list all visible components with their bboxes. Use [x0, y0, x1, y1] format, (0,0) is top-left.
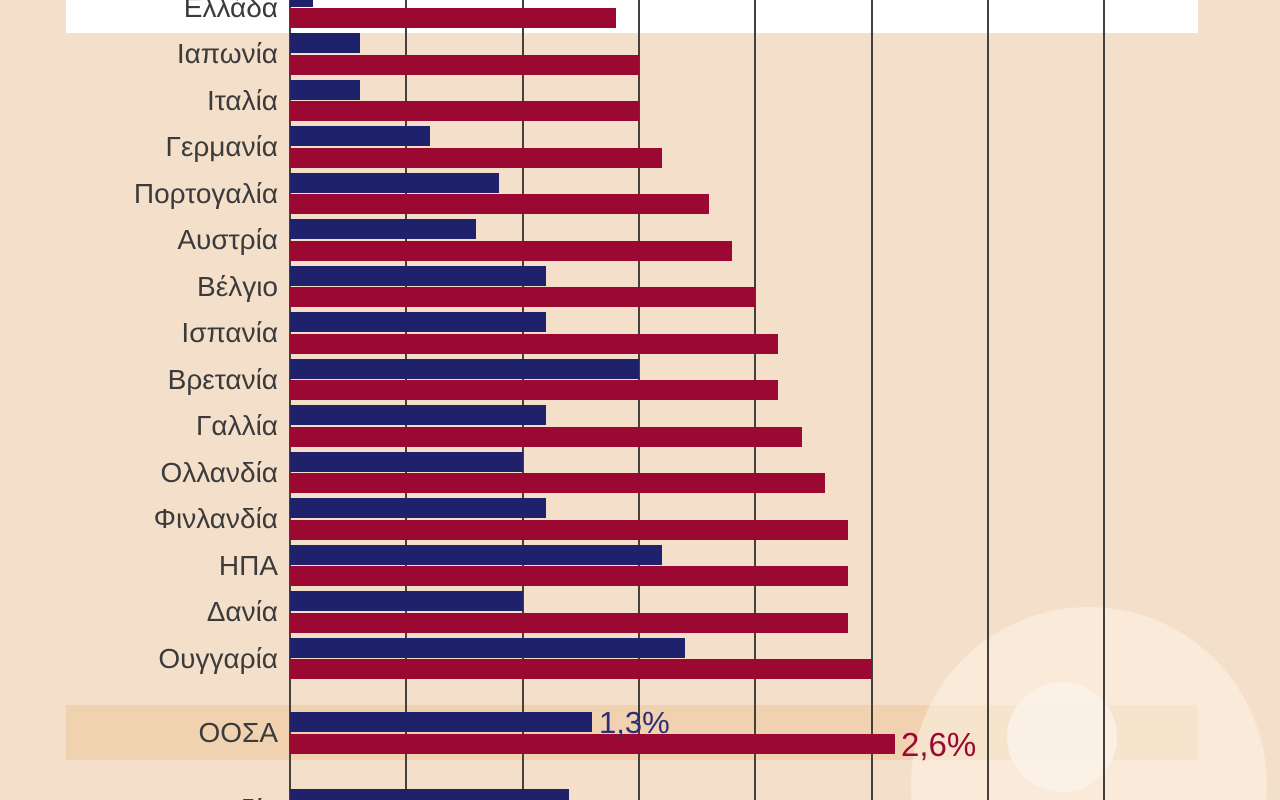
navy-bar-17: [290, 789, 569, 800]
red-bar-14: [290, 612, 848, 633]
gridline-1.5pct: [637, 0, 640, 800]
red-bar-3: [290, 101, 639, 121]
row-label-1: Ελλάδα: [183, 0, 278, 23]
navy-bar-15: [290, 637, 685, 658]
row-label-17: Σουηδία: [18, 793, 278, 800]
gridline-0.5pct: [405, 0, 408, 800]
gridline-1.0pct: [521, 0, 524, 800]
row-label-15: Ουγγαρία: [158, 642, 278, 674]
glow-circle-small: [1007, 682, 1117, 792]
navy-bar-8: [290, 312, 546, 332]
red-bar-8: [290, 333, 778, 354]
red-bar-9: [290, 380, 778, 400]
row-label-16: ΟΟΣΑ: [198, 717, 278, 748]
red-bar-11: [290, 473, 825, 493]
red-bar-12: [290, 519, 848, 540]
row-label-11: Ολλανδία: [160, 456, 278, 488]
oecd-navy-value-label: 1,3%: [599, 705, 670, 740]
red-bar-7: [290, 287, 755, 307]
navy-bar-6: [290, 219, 476, 239]
greece-highlight-band: [66, 0, 1198, 33]
navy-bar-1: [290, 0, 313, 7]
red-bar-2: [290, 54, 639, 75]
row-label-4: Γερμανία: [165, 131, 278, 162]
row-label-2: Ιαπωνία: [176, 38, 278, 69]
gridline-3.0pct: [986, 0, 989, 800]
red-bar-13: [290, 566, 848, 586]
gridline-3.5pct: [1103, 0, 1106, 800]
gridline-2.5pct: [870, 0, 873, 800]
navy-bar-14: [290, 591, 523, 611]
navy-bar-13: [290, 544, 662, 565]
row-label-6: Αυστρία: [177, 224, 278, 255]
red-bar-1: [290, 8, 616, 28]
row-label-14: Δανία: [206, 596, 278, 627]
navy-bar-10: [290, 405, 546, 425]
red-bar-16: [290, 734, 895, 754]
navy-bar-5: [290, 172, 499, 193]
red-bar-15: [290, 659, 872, 679]
row-label-3: Ιταλία: [206, 84, 278, 116]
row-label-8: Ισπανία: [181, 317, 278, 348]
gridline-2.0pct: [754, 0, 757, 800]
navy-bar-2: [290, 33, 360, 53]
navy-bar-11: [290, 451, 523, 472]
red-bar-4: [290, 147, 662, 168]
navy-bar-3: [290, 79, 360, 100]
row-label-10: Γαλλία: [195, 410, 278, 441]
row-label-5: Πορτογαλία: [133, 177, 278, 209]
red-bar-5: [290, 194, 709, 214]
red-bar-10: [290, 426, 802, 447]
row-label-13: ΗΠΑ: [218, 549, 278, 581]
navy-bar-4: [290, 126, 430, 146]
red-bar-6: [290, 240, 732, 261]
row-label-9: Βρετανία: [167, 363, 278, 395]
navy-bar-7: [290, 265, 546, 286]
navy-bar-9: [290, 358, 639, 379]
row-label-7: Βέλγιο: [197, 270, 278, 302]
oecd-red-value-label: 2,6%: [901, 726, 977, 763]
navy-bar-16: [290, 712, 592, 732]
navy-bar-12: [290, 498, 546, 518]
gridline-0.0pct: [289, 0, 291, 800]
row-label-12: Φινλανδία: [153, 503, 278, 534]
